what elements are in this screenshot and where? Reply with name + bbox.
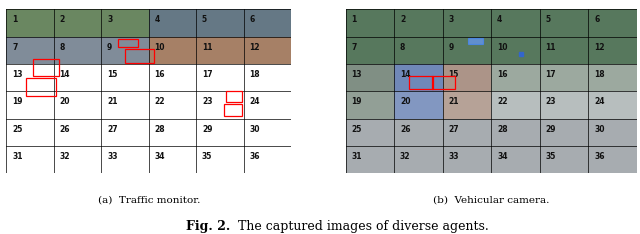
Text: 35: 35 [202,152,212,161]
Text: 16: 16 [497,70,508,79]
Text: 19: 19 [12,97,22,106]
Text: 13: 13 [12,70,22,79]
Text: 24: 24 [594,97,605,106]
Text: 32: 32 [400,152,410,161]
Bar [492,91,637,119]
Bar [409,76,433,89]
Text: 12: 12 [250,43,260,52]
Text: 33: 33 [449,152,459,161]
Text: 26: 26 [60,124,70,134]
Text: 10: 10 [154,43,165,52]
Text: 26: 26 [400,124,410,134]
Text: 29: 29 [202,124,212,134]
Text: 5: 5 [202,15,207,24]
Text: 20: 20 [400,97,410,106]
Text: 21: 21 [107,97,118,106]
Text: 6: 6 [594,15,599,24]
Text: 6: 6 [250,15,255,24]
Text: 11: 11 [202,43,212,52]
Text: 22: 22 [497,97,508,106]
Text: 4: 4 [497,15,502,24]
Bar [443,91,492,119]
Text: (b)  Vehicular camera.: (b) Vehicular camera. [433,195,549,205]
Text: 7: 7 [12,43,17,52]
Text: 29: 29 [545,124,556,134]
Text: The captured images of diverse agents.: The captured images of diverse agents. [234,220,488,233]
Text: 33: 33 [107,152,118,161]
Text: 1: 1 [12,15,17,24]
Text: 31: 31 [12,152,22,161]
Text: 17: 17 [545,70,556,79]
Text: 24: 24 [250,97,260,106]
Text: 2: 2 [60,15,65,24]
Bar [224,104,242,116]
Text: 18: 18 [594,70,605,79]
Bar [6,37,149,64]
Text: 17: 17 [202,70,212,79]
Text: 36: 36 [250,152,260,161]
Bar [26,78,56,96]
Text: 27: 27 [449,124,459,134]
Bar [346,91,394,119]
Text: 12: 12 [594,43,605,52]
Bar [443,64,492,91]
Bar [226,91,243,102]
Text: 35: 35 [545,152,556,161]
Text: 4: 4 [154,15,160,24]
Text: 9: 9 [107,43,112,52]
Bar [346,64,394,91]
Bar [149,37,291,64]
Text: 30: 30 [250,124,260,134]
Bar [346,9,637,64]
Text: 5: 5 [545,15,550,24]
Text: 3: 3 [449,15,454,24]
Text: 14: 14 [400,70,410,79]
Text: 1: 1 [351,15,356,24]
Text: 13: 13 [351,70,362,79]
Text: 36: 36 [594,152,605,161]
Bar [468,38,483,44]
Text: 22: 22 [154,97,165,106]
Text: 8: 8 [400,43,405,52]
Text: 27: 27 [107,124,118,134]
Text: 21: 21 [449,97,459,106]
Text: 20: 20 [60,97,70,106]
Text: 16: 16 [154,70,165,79]
Text: 28: 28 [497,124,508,134]
Text: 30: 30 [594,124,605,134]
Bar [346,119,637,173]
Text: 32: 32 [60,152,70,161]
Text: 15: 15 [449,70,459,79]
Bar [6,9,149,37]
Bar [118,39,138,47]
Text: (a)  Traffic monitor.: (a) Traffic monitor. [98,195,200,205]
Bar [432,76,455,89]
Text: 31: 31 [351,152,362,161]
Bar [394,64,443,91]
Text: 7: 7 [351,43,356,52]
Text: 18: 18 [250,70,260,79]
Text: 23: 23 [202,97,212,106]
Text: 15: 15 [107,70,117,79]
Text: Fig. 2.: Fig. 2. [186,220,230,233]
Text: 19: 19 [351,97,362,106]
Text: 10: 10 [497,43,508,52]
Bar [149,9,291,37]
Text: 34: 34 [497,152,508,161]
Text: 3: 3 [107,15,112,24]
Text: 2: 2 [400,15,405,24]
Text: 34: 34 [154,152,165,161]
Text: 28: 28 [154,124,165,134]
Text: 9: 9 [449,43,454,52]
Bar [33,59,59,76]
Text: 14: 14 [60,70,70,79]
Bar [394,91,443,119]
Bar [492,64,637,91]
Text: 25: 25 [12,124,22,134]
Bar [125,49,154,63]
Text: 8: 8 [60,43,65,52]
Text: 25: 25 [351,124,362,134]
Text: 23: 23 [545,97,556,106]
Text: 11: 11 [545,43,556,52]
